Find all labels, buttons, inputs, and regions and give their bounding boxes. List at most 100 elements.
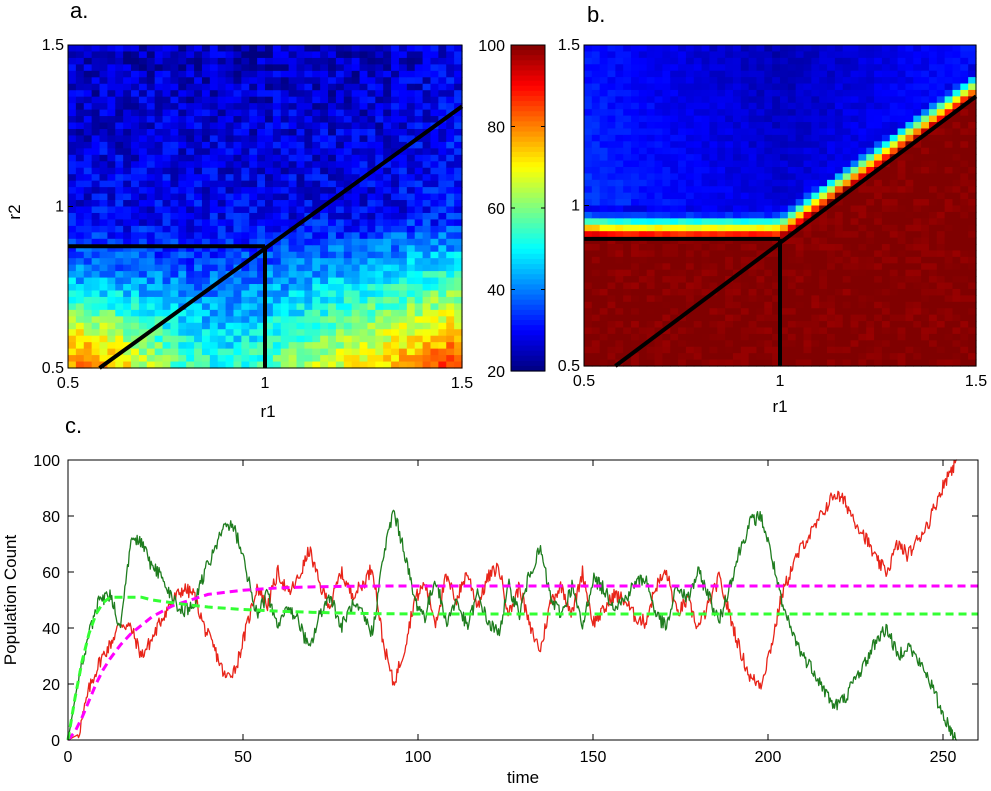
heatmap-cell: [748, 64, 758, 72]
heatmap-cell: [678, 109, 687, 117]
colorbar-segment: [511, 136, 545, 143]
heatmap-cell: [787, 250, 797, 258]
heatmap-cell: [288, 64, 298, 72]
heatmap-cell: [819, 45, 828, 53]
heatmap-cell: [154, 116, 164, 124]
heatmap-cell: [422, 355, 432, 363]
heatmap-cell: [693, 166, 703, 174]
heatmap-cell: [359, 180, 369, 188]
heatmap-cell: [693, 205, 703, 213]
heatmap-cell: [351, 161, 361, 169]
heatmap-cell: [83, 51, 93, 59]
heatmap-cell: [131, 232, 140, 240]
heatmap-cell: [928, 134, 938, 142]
heatmap-cell: [146, 154, 156, 162]
heatmap-cell: [414, 225, 424, 233]
heatmap-cell: [615, 134, 624, 142]
heatmap-cell: [398, 355, 408, 363]
heatmap-cell: [257, 342, 266, 350]
heatmap-cell: [591, 244, 601, 252]
heatmap-cell: [740, 70, 750, 78]
heatmap-cell: [717, 57, 726, 65]
heatmap-cell: [154, 77, 164, 85]
heatmap-cell: [272, 303, 282, 311]
heatmap-cell: [811, 224, 820, 232]
heatmap-cell: [68, 258, 77, 266]
heatmap-cell: [928, 160, 938, 168]
heatmap-cell: [178, 200, 187, 208]
heatmap-cell: [217, 361, 227, 369]
heatmap-cell: [646, 314, 656, 322]
heatmap-cell: [209, 251, 219, 259]
heatmap-cell: [343, 290, 353, 298]
heatmap-cell: [225, 316, 235, 324]
heatmap-cell: [406, 200, 416, 208]
heatmap-cell: [921, 211, 930, 219]
heatmap-cell: [881, 89, 891, 97]
heatmap-cell: [717, 199, 726, 207]
heatmap-cell: [249, 161, 258, 169]
heatmap-cell: [764, 321, 773, 329]
heatmap-cell: [599, 314, 609, 322]
heatmap-cell: [725, 89, 734, 97]
heatmap-cell: [913, 276, 922, 284]
heatmap-cell: [91, 355, 101, 363]
heatmap-cell: [740, 218, 750, 226]
heatmap-cell: [170, 148, 179, 156]
heatmap-cell: [351, 277, 361, 285]
heatmap-cell: [921, 263, 930, 271]
heatmap-cell: [343, 116, 353, 124]
heatmap-cell: [422, 51, 432, 59]
heatmap-cell: [99, 206, 108, 214]
heatmap-cell: [249, 96, 258, 104]
heatmap-cell: [717, 269, 726, 277]
heatmap-cell: [178, 219, 187, 227]
heatmap-cell: [446, 116, 455, 124]
heatmap-cell: [662, 308, 671, 316]
heatmap-cell: [780, 321, 789, 329]
heatmap-cell: [359, 57, 369, 65]
heatmap-cell: [249, 141, 258, 149]
heatmap-cell: [83, 70, 93, 78]
heatmap-cell: [115, 70, 124, 78]
heatmap-cell: [272, 77, 282, 85]
heatmap-cell: [154, 271, 164, 279]
heatmap-cell: [756, 244, 765, 252]
heatmap-cell: [138, 206, 148, 214]
heatmap-cell: [422, 180, 432, 188]
heatmap-cell: [296, 206, 305, 214]
heatmap-cell: [296, 70, 305, 78]
heatmap-cell: [414, 187, 424, 195]
heatmap-cell: [740, 147, 750, 155]
heatmap-cell: [186, 148, 195, 156]
heatmap-cell: [446, 154, 455, 162]
heatmap-cell: [343, 57, 353, 65]
heatmap-cell: [701, 205, 711, 213]
heatmap-cell: [68, 135, 77, 143]
heatmap-cell: [787, 147, 797, 155]
heatmap-cell: [631, 205, 640, 213]
heatmap-cell: [233, 116, 242, 124]
heatmap-cell: [225, 296, 235, 304]
heatmap-cell: [623, 173, 632, 181]
heatmap-cell: [225, 174, 235, 182]
heatmap-cell: [178, 187, 187, 195]
heatmap-cell: [375, 122, 384, 130]
heatmap-cell: [430, 45, 439, 53]
heatmap-cell: [811, 122, 820, 130]
heatmap-cell: [383, 335, 392, 343]
heatmap-cell: [701, 327, 711, 335]
heatmap-cell: [623, 256, 632, 264]
heatmap-cell: [662, 179, 671, 187]
heatmap-cell: [225, 90, 235, 98]
heatmap-cell: [170, 161, 179, 169]
heatmap-cell: [654, 269, 663, 277]
heatmap-cell: [209, 109, 219, 117]
heatmap-cell: [717, 295, 726, 303]
heatmap-cell: [272, 245, 282, 253]
heatmap-cell: [834, 141, 844, 149]
heatmap-cell: [803, 295, 812, 303]
heatmap-cell: [638, 205, 648, 213]
heatmap-cell: [217, 193, 227, 201]
heatmap-cell: [709, 295, 718, 303]
